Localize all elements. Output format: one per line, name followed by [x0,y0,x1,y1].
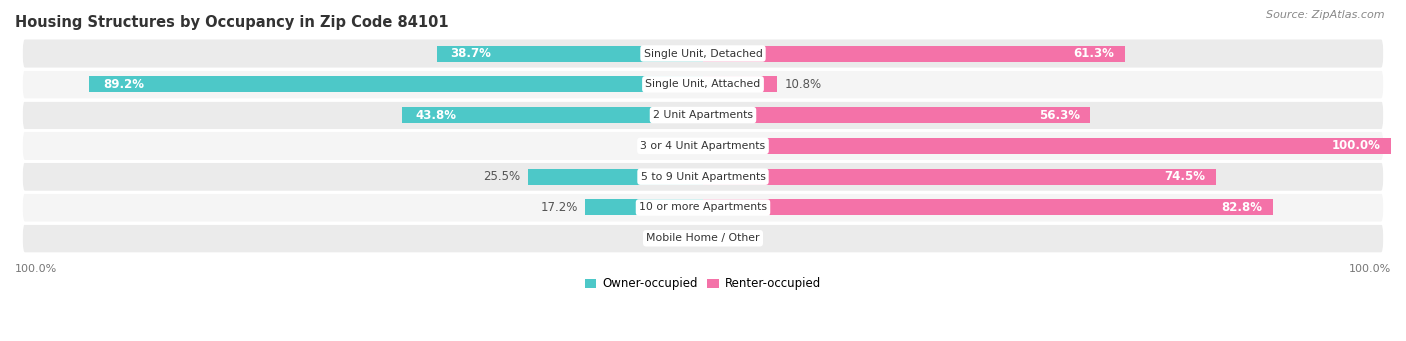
Text: 3 or 4 Unit Apartments: 3 or 4 Unit Apartments [641,141,765,151]
Bar [703,45,1125,61]
Bar [703,107,1090,123]
FancyBboxPatch shape [22,162,1384,192]
Bar [90,76,703,92]
Text: 43.8%: 43.8% [415,108,457,122]
Text: Mobile Home / Other: Mobile Home / Other [647,233,759,243]
Text: 5 to 9 Unit Apartments: 5 to 9 Unit Apartments [641,172,765,182]
Text: 100.0%: 100.0% [1348,265,1391,275]
Text: 82.8%: 82.8% [1222,201,1263,214]
Text: 89.2%: 89.2% [103,78,143,91]
Text: Source: ZipAtlas.com: Source: ZipAtlas.com [1267,10,1385,20]
Text: 74.5%: 74.5% [1164,170,1205,183]
Text: 25.5%: 25.5% [484,170,520,183]
Bar [527,169,703,185]
FancyBboxPatch shape [22,100,1384,130]
Text: 100.0%: 100.0% [15,265,58,275]
FancyBboxPatch shape [22,131,1384,161]
Bar [703,199,1272,216]
FancyBboxPatch shape [22,223,1384,253]
Text: 61.3%: 61.3% [1074,47,1115,60]
Text: 0.0%: 0.0% [666,139,696,152]
FancyBboxPatch shape [22,39,1384,69]
Text: 0.0%: 0.0% [666,232,696,245]
Bar [703,169,1216,185]
Text: 17.2%: 17.2% [540,201,578,214]
Bar [437,45,703,61]
Legend: Owner-occupied, Renter-occupied: Owner-occupied, Renter-occupied [579,273,827,295]
Bar [703,138,1391,154]
Text: Housing Structures by Occupancy in Zip Code 84101: Housing Structures by Occupancy in Zip C… [15,15,449,30]
Text: 38.7%: 38.7% [450,47,491,60]
FancyBboxPatch shape [22,69,1384,99]
Text: 0.0%: 0.0% [710,232,740,245]
Text: 10 or more Apartments: 10 or more Apartments [638,203,768,212]
Text: 100.0%: 100.0% [1331,139,1381,152]
Text: Single Unit, Attached: Single Unit, Attached [645,79,761,89]
Bar [402,107,703,123]
Bar [585,199,703,216]
FancyBboxPatch shape [22,192,1384,223]
Text: Single Unit, Detached: Single Unit, Detached [644,48,762,59]
Text: 56.3%: 56.3% [1039,108,1080,122]
Bar [703,76,778,92]
Text: 10.8%: 10.8% [785,78,821,91]
Text: 2 Unit Apartments: 2 Unit Apartments [652,110,754,120]
